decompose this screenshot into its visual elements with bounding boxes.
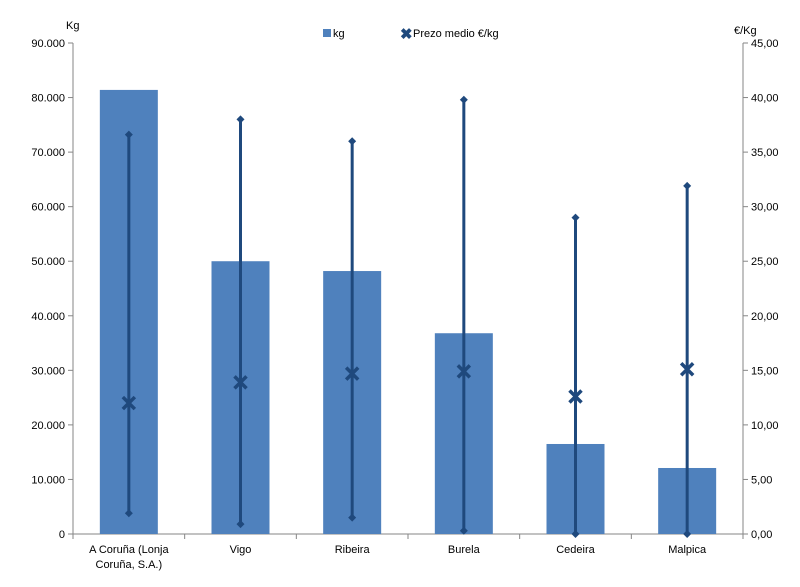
y2-tick-label: 45,00: [751, 38, 779, 50]
x-tick-label: Coruña, S.A.): [96, 559, 163, 571]
y2-tick-label: 15,00: [751, 365, 779, 377]
x-tick-label: Ribeira: [335, 544, 371, 556]
x-tick-label: Malpica: [668, 544, 707, 556]
legend: kg ✖ Prezo medio €/kg: [323, 26, 499, 43]
y2-tick-label: 25,00: [751, 256, 779, 268]
price-marker: [233, 375, 248, 390]
high-marker: [683, 181, 692, 190]
low-marker: [348, 513, 357, 522]
high-marker: [459, 95, 468, 104]
high-marker: [124, 130, 133, 139]
y2-tick-label: 5,00: [751, 474, 772, 486]
y2-tick-label: 35,00: [751, 147, 779, 159]
low-marker: [236, 520, 245, 529]
price-marker: [121, 395, 137, 411]
price-marker: [679, 362, 695, 377]
y2-tick-label: 40,00: [751, 93, 779, 105]
y-tick-label: 30.000: [31, 365, 65, 377]
low-marker: [571, 530, 580, 538]
legend-label-price: Prezo medio €/kg: [413, 28, 499, 40]
high-marker: [236, 115, 245, 124]
y-axis-title: Kg: [66, 20, 79, 32]
low-marker: [124, 509, 133, 518]
low-marker: [459, 526, 468, 535]
x-tick-label: Burela: [448, 544, 481, 556]
price-marker: [568, 389, 583, 404]
price-marker: [344, 366, 360, 381]
y2-tick-label: 0,00: [751, 529, 772, 541]
y-tick-label: 40.000: [31, 311, 65, 323]
high-marker: [348, 137, 357, 146]
low-marker: [683, 530, 692, 538]
y-tick-label: 20.000: [31, 420, 65, 432]
y-tick-label: 60.000: [31, 202, 65, 214]
y2-axis-title: €/Kg: [734, 25, 757, 37]
price-marker: [456, 364, 472, 379]
legend-label-kg: kg: [333, 28, 345, 40]
y-tick-label: 90.000: [31, 38, 65, 50]
x-tick-label: A Coruña (Lonja: [89, 544, 169, 556]
y2-tick-label: 30,00: [751, 202, 779, 214]
y2-tick-label: 20,00: [751, 311, 779, 323]
y2-tick-label: 10,00: [751, 420, 779, 432]
y-tick-label: 0: [59, 529, 65, 541]
y-tick-label: 10.000: [31, 474, 65, 486]
legend-swatch-kg: [323, 29, 331, 37]
legend-marker-price: ✖: [400, 26, 413, 43]
y-tick-label: 50.000: [31, 256, 65, 268]
y-tick-label: 80.000: [31, 93, 65, 105]
x-tick-label: Cedeira: [556, 544, 595, 556]
x-tick-label: Vigo: [230, 544, 252, 556]
high-marker: [571, 213, 580, 222]
y-tick-label: 70.000: [31, 147, 65, 159]
